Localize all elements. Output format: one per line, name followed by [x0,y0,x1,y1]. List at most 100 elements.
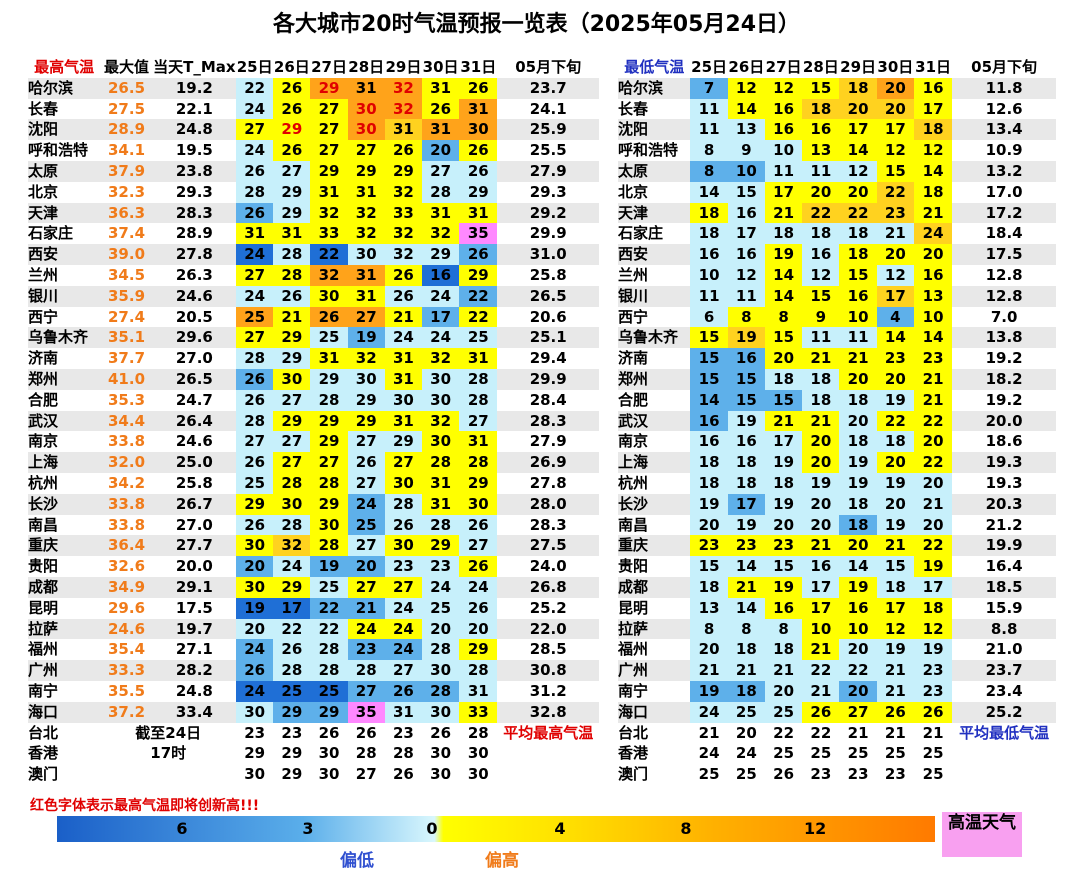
average: 29.9 [497,368,599,390]
day-value: 21 [802,639,840,661]
row: 沈阳 11 13 16 16 17 17 18 13.4 [618,119,1056,141]
city: 沈阳 [618,119,691,141]
day-value: 32 [347,202,385,224]
city: 合肥 [618,390,649,409]
day-value: 15 [764,389,803,411]
day-value: 10 [839,306,877,328]
day-value: 30 [422,389,460,411]
day-value: 30 [310,764,348,785]
max-table: 最高气温 最大值 当天T_Max 25日 26日 27日 28日 29日 30日 31日 05月下旬… [28,57,599,785]
day-value: 26 [310,306,348,328]
average: 27.5 [497,535,599,557]
header-cell: 31日 [460,58,497,76]
day-value: 21 [802,410,840,432]
day-value: 12 [913,618,953,640]
day-value: 26 [802,701,840,723]
day-value: 27 [310,119,348,141]
day-value: 22 [310,597,348,619]
average: 24.0 [529,557,567,576]
day-value: 19 [310,556,348,577]
row: 海口 24 25 25 26 27 26 26 25.2 [618,701,1056,723]
city: 武汉 [28,410,101,432]
day-value: 33 [459,701,498,723]
day-value: 28 [273,264,311,286]
row: 合肥 35.3 24.7 26 27 28 29 30 30 28 28.4 [28,389,599,411]
day-value: 29 [273,202,311,224]
max-value: 39.0 [100,244,153,265]
day-value: 24 [422,327,460,349]
day-value: 30 [273,368,311,390]
day-value: 14 [690,389,728,411]
average: 29.4 [529,349,567,368]
average: 29.3 [529,182,567,201]
average: 26.8 [497,576,599,598]
day-value: 28 [459,722,498,744]
city: 乌鲁木齐 [28,327,101,349]
city: 哈尔滨 [28,77,101,99]
row: 西安 16 16 19 16 18 20 20 17.5 [618,244,1056,265]
city: 兰州 [618,265,649,284]
day-value: 29 [310,431,348,453]
row: 兰州 10 12 14 12 15 12 16 12.8 [618,264,1056,286]
day-value: 10 [802,618,840,640]
average: 20.3 [952,493,1056,515]
day-value: 31 [310,348,348,369]
average: 19.9 [952,535,1056,557]
average: 平均最高气温 [503,723,594,742]
average: 32.8 [497,701,599,723]
average: 10.9 [985,141,1023,160]
day-value: 28 [310,472,348,494]
today-max: 19.7 [152,618,237,640]
average: 20.0 [952,410,1056,432]
day-value: 26 [459,514,498,536]
day-value: 27 [347,535,385,557]
row: 南昌 20 19 20 20 18 19 20 21.2 [618,514,1056,536]
city: 台北 [28,723,59,742]
day-value: 30 [384,535,423,557]
day-value: 32 [422,348,460,369]
day-value: 16 [839,597,877,619]
day-value: 24 [459,576,498,598]
day-value: 16 [727,431,765,453]
day-value: 32 [347,348,385,369]
day-value: 22 [913,535,953,557]
day-value: 15 [727,181,765,203]
row: 银川 11 11 14 15 16 17 13 12.8 [618,285,1056,307]
day-value: 31 [273,223,311,245]
day-value: 25 [690,764,728,785]
row: 天津 18 16 21 22 22 23 21 17.2 [618,202,1056,224]
day-value: 25 [727,701,765,723]
day-value: 9 [802,306,840,328]
today-max: 29.1 [152,576,237,598]
city: 南昌 [28,515,59,534]
max-value: 33.8 [100,493,153,515]
day-value: 24 [384,639,423,661]
day-value: 26 [273,140,311,161]
day-value: 21 [727,576,765,598]
day-value: 23 [876,348,914,369]
day-value: 17 [727,223,765,245]
max-value: 35.3 [108,390,146,409]
row: 太原 8 10 11 11 12 15 14 13.2 [618,160,1056,182]
day-value: 20 [802,431,840,453]
city: 拉萨 [618,618,691,640]
day-value: 19 [764,452,803,473]
day-value: 19 [347,327,385,349]
day-value: 13 [690,597,728,619]
average: 12.6 [985,99,1023,118]
day-value: 12 [839,160,877,182]
day-value: 24 [422,576,460,598]
day-value: 18 [913,181,953,203]
city: 石家庄 [28,224,74,243]
max-value: 35.9 [100,285,153,307]
day-value: 15 [802,285,840,307]
header-cell: 29日 [840,58,877,76]
day-value: 15 [690,348,728,369]
day-value: 28 [310,660,348,681]
day-value: 17 [876,285,914,307]
day-value: 26 [459,556,498,577]
row: 海口 37.2 33.4 30 29 29 35 31 30 33 32.8 [28,701,599,723]
day-value: 18 [727,472,765,494]
day-value: 31 [459,98,498,120]
today-max: 22.1 [175,99,213,118]
